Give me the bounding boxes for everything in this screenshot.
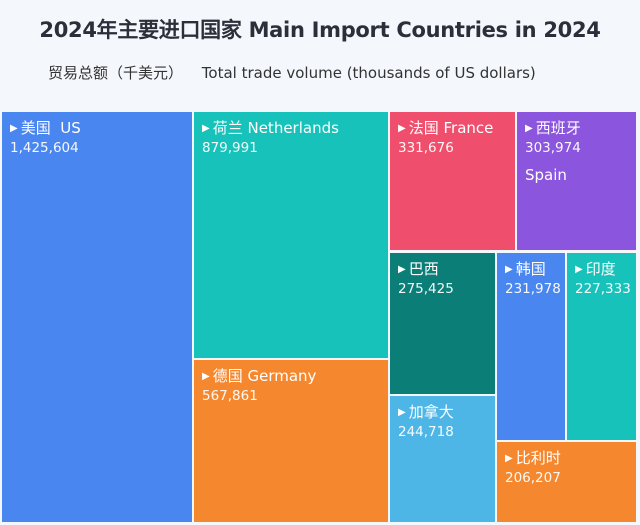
cell-name: 比利时 — [515, 449, 561, 467]
expand-triangle-icon: ▶ — [505, 264, 513, 275]
treemap-cell[interactable]: ▶ 印度 227,333 — [567, 253, 636, 440]
expand-triangle-icon: ▶ — [202, 123, 210, 134]
treemap-cell[interactable]: ▶ 比利时 206,207 — [497, 442, 636, 522]
cell-value: 275,425 — [398, 281, 454, 297]
cell-value: 206,207 — [505, 470, 561, 486]
cell-name: 美国 — [20, 119, 51, 137]
cell-name-en: Netherlands — [242, 119, 339, 137]
expand-triangle-icon: ▶ — [398, 264, 406, 275]
cell-label: ▶ 美国 US — [10, 118, 184, 139]
cell-name: 荷兰 — [212, 119, 243, 137]
cell-label: ▶ 西班牙 — [525, 118, 628, 139]
cell-label: ▶ 荷兰 Netherlands — [202, 118, 380, 139]
subtitle-cn: 贸易总额（千美元） — [48, 64, 184, 82]
treemap-cell[interactable]: ▶ 巴西 275,425 — [390, 253, 495, 394]
subtitle-en: Total trade volume (thousands of US doll… — [201, 64, 536, 82]
expand-triangle-icon: ▶ — [525, 123, 533, 134]
cell-name: 印度 — [585, 260, 616, 278]
cell-name-en: France — [438, 119, 494, 137]
cell-value: 227,333 — [575, 281, 631, 297]
cell-label: ▶ 比利时 — [505, 448, 628, 469]
cell-name: 西班牙 — [535, 119, 581, 137]
cell-value: 331,676 — [398, 140, 454, 156]
treemap-cell[interactable]: ▶ 加拿大 244,718 — [390, 396, 495, 522]
cell-value: 879,991 — [202, 140, 258, 156]
cell-name: 德国 — [212, 367, 243, 385]
expand-triangle-icon: ▶ — [505, 453, 513, 464]
cell-name-en: Germany — [242, 367, 317, 385]
expand-triangle-icon: ▶ — [398, 407, 406, 418]
cell-value: 567,861 — [202, 388, 258, 404]
cell-value: 303,974 — [525, 140, 581, 156]
treemap-cell[interactable]: ▶ 美国 US 1,425,604 — [2, 112, 192, 522]
cell-label: ▶ 加拿大 — [398, 402, 487, 423]
treemap-cell[interactable]: ▶ 法国 France 331,676 — [390, 112, 515, 250]
cell-name: 韩国 — [515, 260, 546, 278]
cell-name-en: US — [50, 119, 81, 137]
chart-title: 2024年主要进口国家 Main Import Countries in 202… — [39, 18, 601, 42]
expand-triangle-icon: ▶ — [202, 371, 210, 382]
cell-name: 法国 — [408, 119, 439, 137]
cell-label: ▶ 法国 France — [398, 118, 507, 139]
cell-value: 231,978 — [505, 281, 561, 297]
expand-triangle-icon: ▶ — [398, 123, 406, 134]
cell-name: 巴西 — [408, 260, 439, 278]
treemap-cell[interactable]: ▶ 西班牙 303,974 Spain — [517, 112, 636, 250]
cell-label: ▶ 印度 — [575, 259, 628, 280]
expand-triangle-icon: ▶ — [10, 123, 18, 134]
cell-label: ▶ 韩国 — [505, 259, 557, 280]
treemap-cell[interactable]: ▶ 德国 Germany 567,861 — [194, 360, 388, 522]
cell-label: ▶ 德国 Germany — [202, 366, 380, 387]
treemap-cell[interactable]: ▶ 韩国 231,978 — [497, 253, 565, 440]
cell-value: 244,718 — [398, 424, 454, 440]
chart-subtitle: 贸易总额（千美元） Total trade volume (thousands … — [48, 62, 550, 83]
expand-triangle-icon: ▶ — [575, 264, 583, 275]
cell-value: 1,425,604 — [10, 140, 79, 156]
treemap-cell[interactable]: ▶ 荷兰 Netherlands 879,991 — [194, 112, 388, 358]
cell-label: ▶ 巴西 — [398, 259, 487, 280]
cell-name-en: Spain — [525, 166, 567, 184]
cell-name: 加拿大 — [408, 403, 454, 421]
